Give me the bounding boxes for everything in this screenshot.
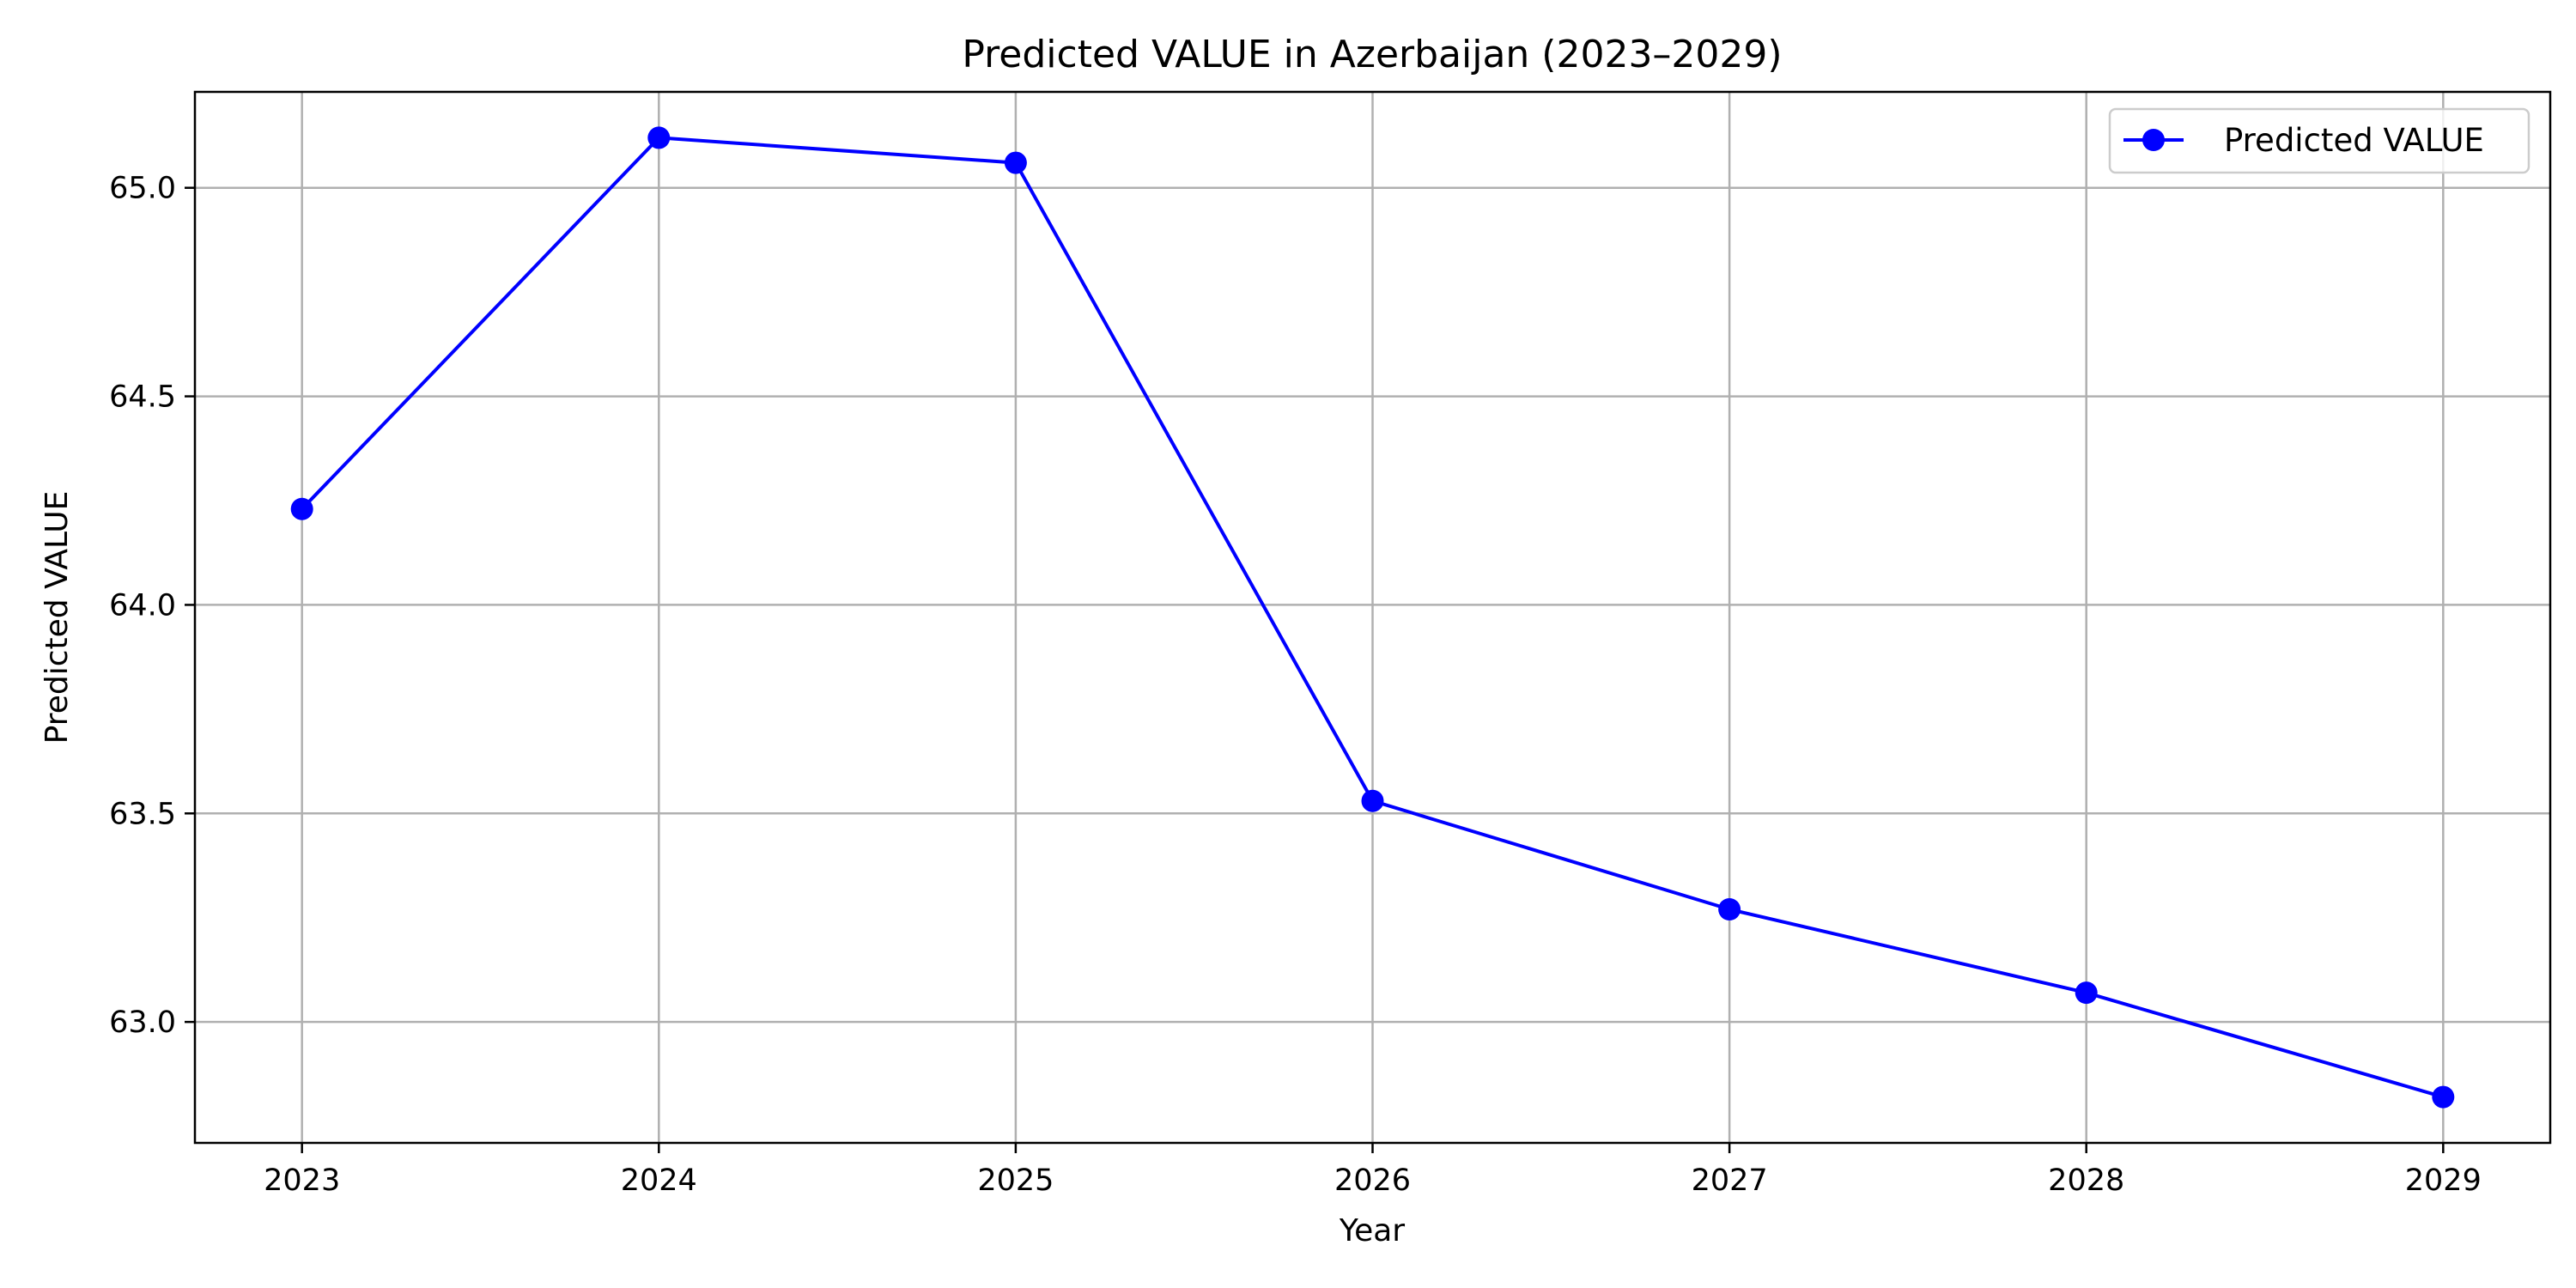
x-tick-label: 2026 — [1334, 1163, 1411, 1198]
y-tick-label: 63.0 — [109, 1005, 176, 1040]
chart-title: Predicted VALUE in Azerbaijan (2023–2029… — [962, 33, 1782, 76]
x-tick-label: 2024 — [621, 1163, 697, 1198]
legend: Predicted VALUE — [2108, 107, 2530, 174]
data-point — [290, 497, 313, 520]
data-point — [1718, 898, 1741, 920]
x-tick-label: 2028 — [2048, 1163, 2124, 1198]
y-axis-label: Predicted VALUE — [39, 491, 75, 744]
x-tick-label: 2027 — [1692, 1163, 1768, 1198]
y-tick-label: 64.5 — [109, 380, 176, 415]
series-layer — [290, 126, 2455, 1109]
axis-ticks: 2023 2024 2025 2026 2027 2028 2029 63.0 63.5 64.0… — [109, 172, 2482, 1198]
y-tick-label: 64.0 — [109, 588, 176, 623]
x-tick-label: 2023 — [264, 1163, 340, 1198]
data-point — [1004, 151, 1027, 174]
y-tick-label: 63.5 — [109, 797, 176, 831]
legend-label: Predicted VALUE — [2224, 122, 2484, 159]
data-point — [2432, 1085, 2455, 1109]
grid-lines — [195, 92, 2550, 1143]
y-tick-label: 65.0 — [109, 172, 176, 206]
x-tick-label: 2029 — [2405, 1163, 2482, 1198]
data-point — [647, 126, 671, 149]
x-axis-label: Year — [1339, 1213, 1405, 1249]
legend-marker-swatch — [2142, 129, 2165, 151]
legend-frame — [2108, 107, 2530, 174]
x-tick-label: 2025 — [977, 1163, 1054, 1198]
data-point — [2075, 981, 2098, 1005]
data-point — [1361, 789, 1384, 812]
